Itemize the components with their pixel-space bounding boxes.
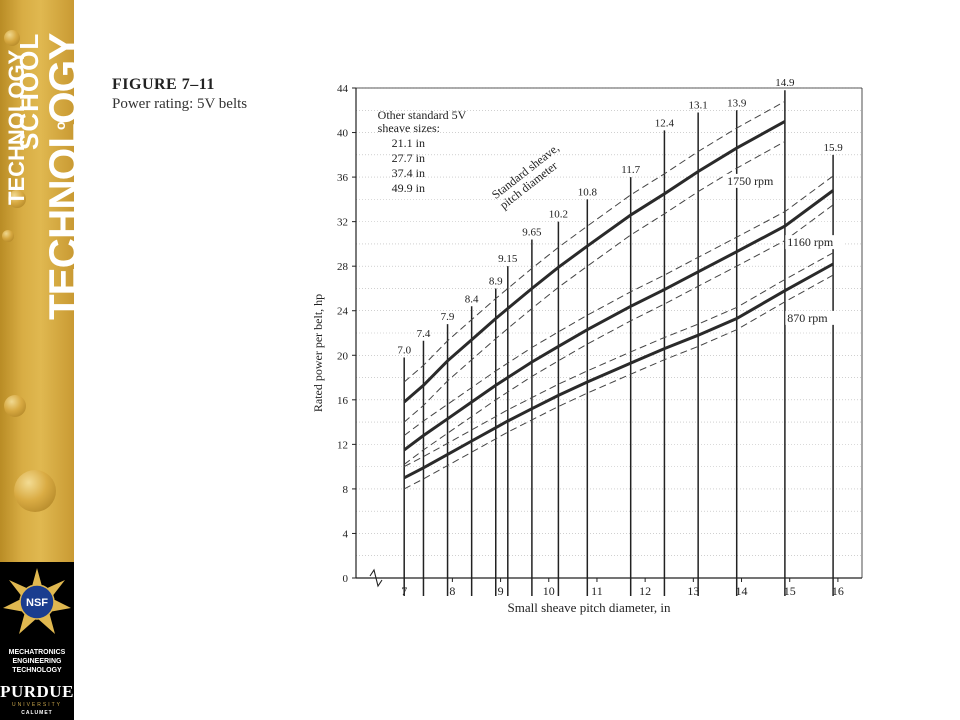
y-tick-label: 44 (337, 83, 349, 95)
y-tick-label: 16 (337, 395, 349, 407)
program-logo-panel: NSF MECHATRONICS ENGINEERING TECHNOLOGY … (0, 562, 74, 720)
power-rating-chart: 0 4 8 12 16 20 24 28 32 36 40 44 7 8 9 10 11 12 13 14 15 16 Sm… (311, 77, 863, 615)
axis-break-marker (369, 568, 383, 588)
x-tick-label: 16 (832, 584, 844, 598)
decorative-bubble (4, 30, 20, 46)
y-tick-label: 20 (337, 350, 349, 362)
x-tick-label: 9 (498, 584, 504, 598)
y-tick-label: 36 (337, 172, 349, 184)
x-tick-label: 8 (449, 584, 455, 598)
sheave-size-label: 10.8 (578, 186, 598, 198)
other-sheave-size: 21.1 in (392, 136, 425, 150)
university-wordmark: UNIVERSITY (11, 702, 62, 708)
chart-labels: 0 4 8 12 16 20 24 28 32 36 40 44 7 8 9 10 11 12 13 14 15 16 Sm… (311, 77, 844, 615)
y-axis-title: Rated power per belt, hp (311, 294, 325, 412)
sheave-size-label: 15.9 (823, 142, 843, 154)
other-sheave-size: 37.4 in (392, 166, 425, 180)
rpm-curve-upper-dashed (403, 175, 834, 436)
sidebar-banner: SCHOOL of TECHNOLOGY TECHNOLOGY NSF MECH… (0, 0, 74, 720)
sheave-size-label: 7.0 (397, 345, 411, 357)
series-label-background (725, 173, 784, 188)
rpm-curve (403, 189, 834, 452)
series-label-background (785, 235, 844, 250)
x-tick-label: 13 (687, 584, 699, 598)
sheave-size-label: 14.9 (775, 77, 795, 89)
x-axis-title: Small sheave pitch diameter, in (507, 600, 671, 615)
other-sizes-title-line: sheave sizes: (378, 121, 440, 135)
other-sheave-size: 27.7 in (392, 151, 425, 165)
rpm-curve (403, 120, 786, 404)
rpm-curve-lower-dashed (403, 141, 786, 423)
x-tick-label: 10 (543, 584, 555, 598)
x-tick-label: 14 (736, 584, 748, 598)
technology-word: TECHNOLOGY (40, 33, 74, 320)
sheave-size-label: 12.4 (655, 117, 675, 129)
decorative-bubble (8, 190, 26, 208)
sheave-size-label: 9.15 (498, 253, 518, 265)
figure-caption: Power rating: 5V belts (112, 96, 248, 112)
x-tick-label: 15 (784, 584, 796, 598)
y-tick-label: 32 (337, 217, 348, 229)
decorative-bubble (4, 395, 26, 417)
y-tick-label: 24 (337, 306, 349, 318)
sheave-size-label: 8.9 (489, 275, 503, 287)
sheave-size-label: 7.9 (441, 311, 455, 323)
rpm-curve-upper-dashed (403, 100, 786, 383)
series-label: 870 rpm (787, 311, 828, 325)
y-tick-label: 8 (343, 484, 349, 496)
series-label-background (785, 310, 844, 325)
series-label: 1160 rpm (787, 235, 834, 249)
y-tick-label: 4 (343, 528, 349, 540)
x-tick-label: 11 (591, 584, 603, 598)
figure-label: FIGURE 7–11 (112, 76, 215, 93)
other-sizes-title-line: Other standard 5V (378, 108, 467, 122)
series-label: 1750 rpm (727, 174, 774, 188)
program-line: MECHATRONICS (8, 649, 66, 656)
axes (352, 87, 863, 588)
decorative-bubble (2, 230, 14, 242)
y-tick-label: 28 (337, 261, 349, 273)
sheave-size-label: 7.4 (417, 328, 431, 340)
rpm-curve-upper-dashed (403, 252, 834, 468)
sheave-size-label: 8.4 (465, 293, 479, 305)
nsf-logo: NSF (3, 568, 71, 634)
school-of-technology-banner: SCHOOL of TECHNOLOGY TECHNOLOGY (0, 0, 74, 562)
nsf-starburst-icon: NSF (3, 568, 71, 634)
sheave-size-label: 11.7 (621, 164, 640, 176)
program-line: ENGINEERING (12, 658, 62, 665)
sheave-size-label: 13.1 (689, 100, 708, 112)
y-tick-label: 0 (343, 573, 349, 585)
rpm-curves (403, 100, 834, 490)
y-tick-label: 12 (337, 439, 348, 451)
x-tick-label: 12 (639, 584, 651, 598)
rpm-curve (403, 262, 834, 480)
decorative-bubble (14, 470, 56, 512)
program-line: TECHNOLOGY (12, 667, 62, 674)
x-tick-label: 7 (401, 584, 407, 598)
rpm-curve-lower-dashed (403, 274, 834, 490)
calumet-wordmark: CALUMET (21, 710, 53, 716)
sheave-size-label: 10.2 (549, 209, 568, 221)
purdue-wordmark: PURDUE (0, 682, 74, 701)
standard-sheave-label: Standard sheave,pitch diameter (489, 141, 562, 212)
sheave-size-label: 9.65 (522, 226, 542, 238)
nsf-badge-text: NSF (26, 597, 48, 609)
other-sheave-size: 49.9 in (392, 181, 425, 195)
technology-word-small: TECHNOLOGY (4, 49, 29, 205)
sheave-size-label: 13.9 (727, 97, 747, 109)
program-label: MECHATRONICS ENGINEERING TECHNOLOGY (0, 648, 74, 675)
y-tick-label: 40 (337, 128, 349, 140)
